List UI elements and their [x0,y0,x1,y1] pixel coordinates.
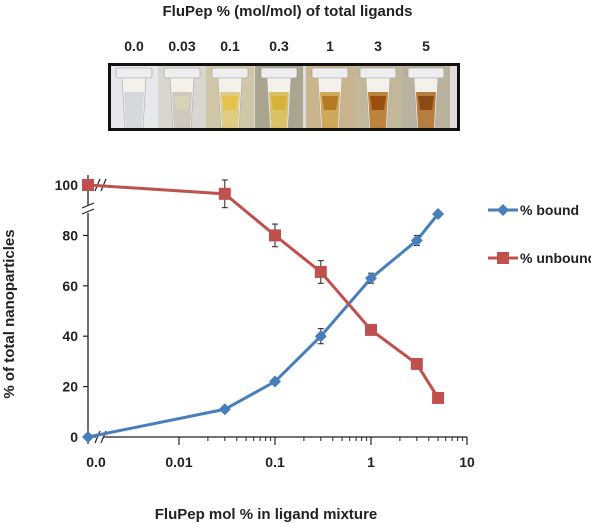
tube-image [354,66,402,128]
tube-image [402,66,450,128]
y-axis-break [81,208,95,215]
data-point [269,375,281,388]
x-tick-label: 1 [367,454,375,470]
y-tick-label: 80 [62,227,78,243]
tube-label: 0.1 [220,38,240,54]
data-point [314,330,327,343]
tube-label: 3 [374,38,382,54]
x-tick-label: 0.0 [86,454,106,470]
legend-label: % unbound [520,250,591,266]
data-point [365,272,377,285]
data-point [218,403,231,416]
x-axis-title: FluPep mol % in ligand mixture [155,506,378,523]
tube-label-row: 0.0 0.03 0.1 0.3 1 3 5 [0,38,591,56]
y-tick-label: 20 [62,379,78,395]
data-point [365,323,377,336]
data-point [82,179,94,191]
y-axis-break-gap [83,205,93,213]
tube-image [206,66,254,128]
tube-label: 5 [422,38,430,54]
line-chart: 0 20 40 60 80 100 0.0 0.01 0.1 1 10 % bound % unboun… [1,175,591,523]
series-line [87,213,440,439]
data-point [82,431,94,443]
tube-label: 1 [326,38,334,54]
data-point [410,234,423,247]
tube-label: 0.3 [269,38,289,54]
legend-label: % bound [520,202,579,218]
data-point [410,357,423,370]
figure-title: FluPep % (mol/mol) of total ligands [162,3,413,20]
tube-label: 0.0 [124,38,144,54]
data-point [269,229,281,242]
x-tick-label: 0.01 [165,454,192,470]
tube-image [158,66,206,128]
y-axis-break [81,202,95,209]
x-tick-label: 0.1 [265,454,285,470]
x-axis-break [94,430,101,444]
tube-image [255,66,303,128]
y-axis-title: % of total nanoparticles [1,229,18,398]
y-tick-label: 100 [55,177,79,193]
legend-marker [497,204,509,216]
legend-marker [497,252,509,264]
x-tick-label: 10 [459,454,475,470]
data-point [432,207,445,220]
x-axis-break-gap [96,432,104,442]
y-tick-label: 0 [70,429,78,445]
tube-photo [108,63,460,131]
data-point [432,391,445,404]
y-tick-label: 40 [62,328,78,344]
y-tick-label: 60 [62,278,78,294]
tube-image [111,66,158,128]
tube-image [306,66,354,128]
series-line [87,183,440,399]
tube-label: 0.03 [168,38,196,54]
data-point [314,265,327,278]
data-point [218,187,231,200]
